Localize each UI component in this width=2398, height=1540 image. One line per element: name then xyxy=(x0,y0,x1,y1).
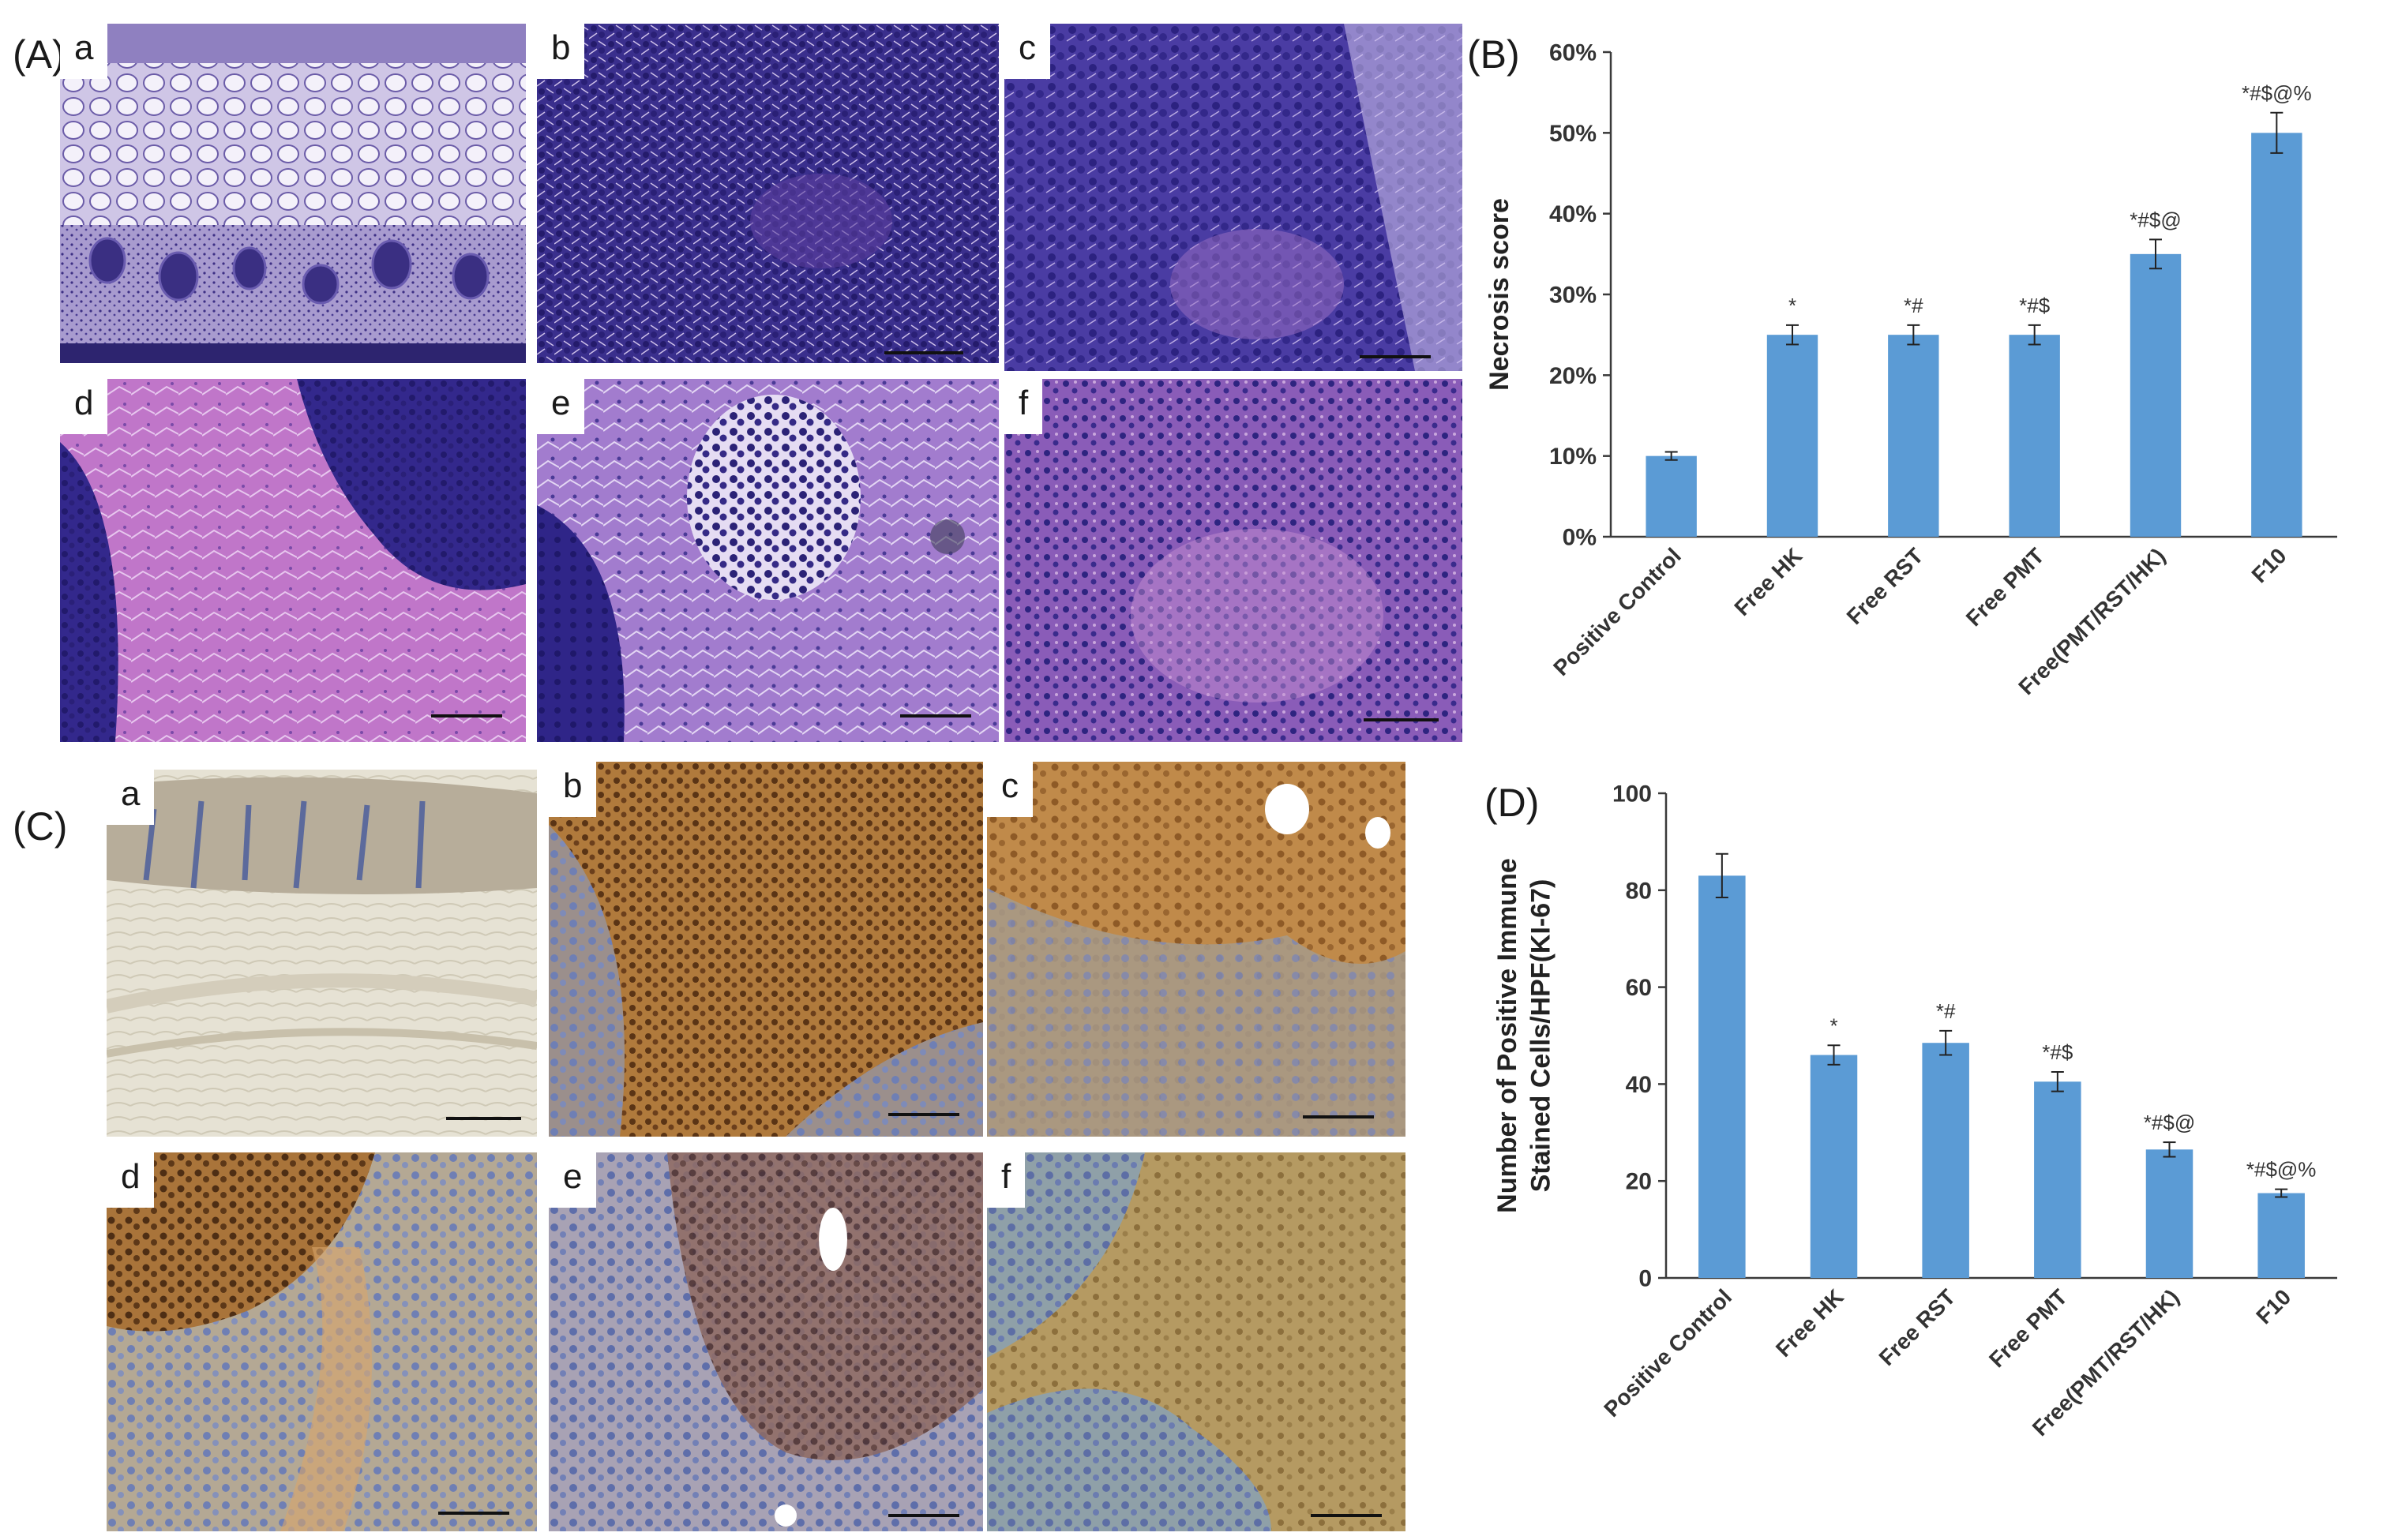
subpanel-label-d: d xyxy=(60,379,108,434)
x-category-label: Free RST xyxy=(1842,543,1928,629)
x-category-label: Free HK xyxy=(1729,543,1807,620)
subpanel-label-b: b xyxy=(549,762,597,817)
subpanel-label-c: c xyxy=(987,762,1033,817)
he-micrograph-f: f xyxy=(1004,379,1462,742)
necrosis-score-bar-chart: 0% 10% 20% 30% 40% 50% 60% Positive Control * Fre… xyxy=(1484,40,2337,699)
scale-bar xyxy=(1303,1115,1374,1118)
significance-label: *# xyxy=(1936,999,1956,1023)
y-tick-label: 100 xyxy=(1612,781,1652,807)
significance-label: *#$@% xyxy=(2246,1158,2317,1182)
bar xyxy=(2034,1081,2081,1278)
y-tick-label: 60 xyxy=(1626,975,1652,1001)
significance-label: *# xyxy=(1904,294,1923,317)
y-tick-label: 80 xyxy=(1626,878,1652,904)
panel-label-A: (A) xyxy=(13,32,66,77)
bar xyxy=(2257,1193,2305,1278)
he-micrograph-e: e xyxy=(537,379,999,742)
ihc-micrograph-f: f xyxy=(987,1152,1405,1531)
significance-label: * xyxy=(1829,1014,1837,1037)
ihc-micrograph-c: c xyxy=(987,762,1405,1137)
he-micrograph-d: d xyxy=(60,379,526,742)
scale-bar xyxy=(884,351,963,354)
y-tick-label: 50% xyxy=(1549,121,1597,147)
panel-label-C: (C) xyxy=(13,804,68,849)
bar xyxy=(2009,335,2060,537)
bar xyxy=(1810,1055,1858,1278)
x-category-label: Free PMT xyxy=(1984,1284,2072,1372)
scale-bar xyxy=(431,714,502,718)
y-tick-label: 60% xyxy=(1549,40,1597,66)
panel-label-D: (D) xyxy=(1484,781,1540,825)
y-tick-label: 30% xyxy=(1549,283,1597,309)
x-category-label: Free HK xyxy=(1771,1284,1848,1362)
scale-bar xyxy=(1311,1514,1382,1517)
bar xyxy=(2251,133,2302,538)
y-tick-label: 20 xyxy=(1626,1169,1652,1195)
x-category-label: Positive Control xyxy=(1548,543,1686,680)
bar xyxy=(1888,335,1939,537)
scale-bar xyxy=(900,714,971,718)
subpanel-label-f: f xyxy=(987,1152,1026,1208)
significance-label: *#$ xyxy=(2042,1040,2073,1064)
scale-bar xyxy=(888,1113,959,1116)
x-category-label: Positive Control xyxy=(1599,1284,1736,1422)
subpanel-label-f: f xyxy=(1004,379,1043,434)
subpanel-label-c: c xyxy=(1004,24,1050,79)
subpanel-label-a: a xyxy=(60,24,108,79)
he-micrograph-a: a xyxy=(60,24,526,363)
subpanel-label-d: d xyxy=(107,1152,155,1208)
scale-bar xyxy=(1360,355,1431,358)
subpanel-label-b: b xyxy=(537,24,585,79)
subpanel-label-a: a xyxy=(107,770,155,825)
significance-label: *#$ xyxy=(2019,294,2051,317)
significance-label: *#$@% xyxy=(2242,81,2312,105)
y-tick-label: 0 xyxy=(1638,1266,1652,1292)
x-category-label: F10 xyxy=(2251,1284,2295,1328)
bar xyxy=(1922,1043,1969,1278)
subpanel-label-e: e xyxy=(549,1152,597,1208)
y-tick-label: 20% xyxy=(1549,363,1597,389)
ihc-micrograph-a: a xyxy=(107,770,537,1137)
y-axis-label: Number of Positive Immune xyxy=(1492,858,1522,1213)
he-micrograph-c: c xyxy=(1004,24,1462,371)
scale-bar xyxy=(446,1117,521,1120)
ihc-micrograph-d: d xyxy=(107,1152,537,1531)
significance-label: *#$@ xyxy=(2130,208,2181,231)
bar xyxy=(1698,875,1746,1278)
y-axis-label: Stained Cells/HPF(KI-67) xyxy=(1526,879,1556,1193)
scale-bar xyxy=(888,1514,959,1517)
scale-bar xyxy=(1364,718,1439,721)
x-category-label: Free RST xyxy=(1874,1284,1961,1370)
significance-label: *#$@ xyxy=(2144,1111,2195,1134)
panel-label-B: (B) xyxy=(1467,32,1520,77)
y-tick-label: 40 xyxy=(1626,1072,1652,1098)
bar xyxy=(1766,335,1818,537)
y-axis-label: Necrosis score xyxy=(1484,198,1514,391)
bar xyxy=(2130,253,2182,537)
y-tick-label: 40% xyxy=(1549,201,1597,227)
bar xyxy=(2145,1149,2193,1278)
x-category-label: Free PMT xyxy=(1961,543,2049,631)
scale-bar xyxy=(438,1512,509,1515)
y-tick-label: 0% xyxy=(1563,525,1597,551)
y-tick-label: 10% xyxy=(1549,444,1597,470)
subpanel-label-e: e xyxy=(537,379,585,434)
x-category-label: F10 xyxy=(2247,543,2291,587)
ihc-micrograph-e: e xyxy=(549,1152,983,1531)
ki67-positive-cells-bar-chart: 0 20 40 60 80 100 Positive Control * Free HK *# Fr… xyxy=(1492,781,2337,1441)
ihc-micrograph-b: b xyxy=(549,762,983,1137)
bar xyxy=(1646,455,1697,537)
significance-label: * xyxy=(1788,294,1796,317)
he-micrograph-b: b xyxy=(537,24,999,363)
